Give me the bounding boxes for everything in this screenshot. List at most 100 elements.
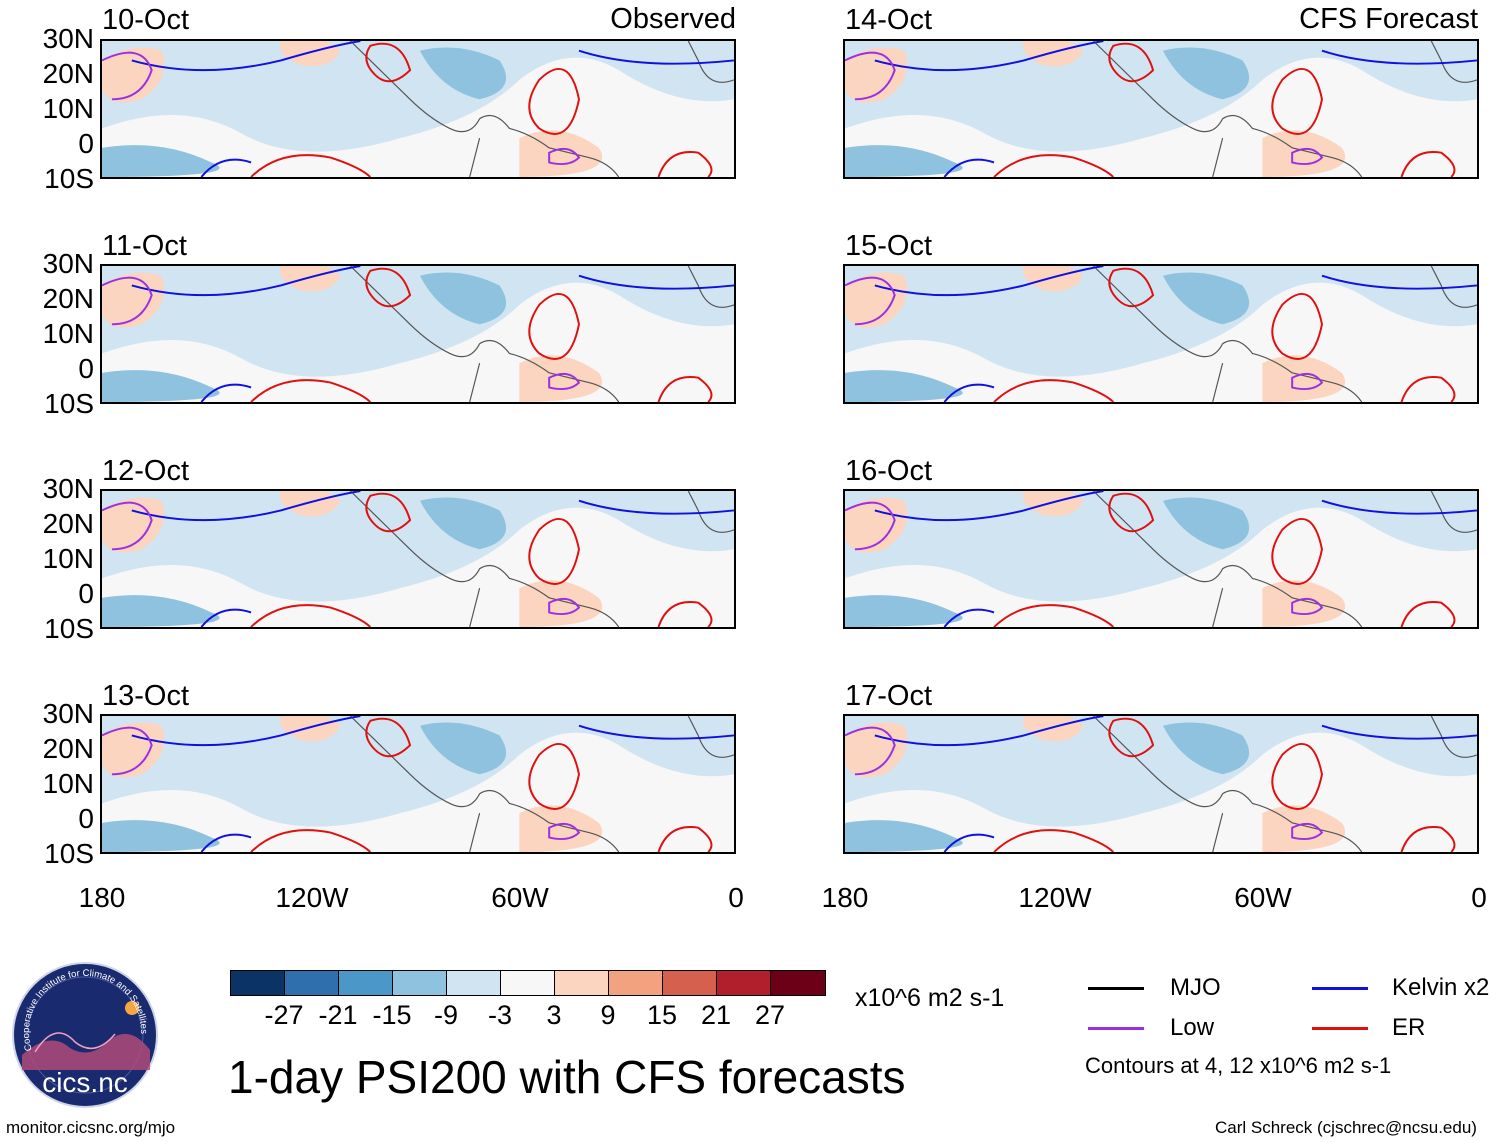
- wave-contour: [131, 716, 361, 747]
- lat-label: 30N: [42, 23, 94, 54]
- psi-anomaly-shading: [102, 370, 220, 402]
- wave-contour: [993, 829, 1115, 852]
- lon-label: 60W: [1234, 882, 1292, 913]
- wave-contour: [943, 608, 995, 627]
- wave-contour: [874, 266, 1104, 297]
- wave-contour: [1321, 499, 1477, 515]
- wave-contour: [578, 274, 734, 290]
- coastline: [1093, 41, 1477, 177]
- wave-contour: [943, 383, 995, 402]
- psi-anomaly-shading: [102, 47, 165, 103]
- psi-anomaly-shading: [280, 716, 341, 742]
- colorbar-swatch: [501, 971, 555, 995]
- legend-label-low: Low: [1170, 1014, 1215, 1041]
- wave-contour: [365, 42, 412, 83]
- coastline: [350, 266, 734, 402]
- psi-anomaly-shading: [419, 272, 507, 325]
- wave-contour: [200, 158, 252, 177]
- psi-anomaly-shading: [845, 595, 963, 627]
- wave-contour: [874, 41, 1104, 72]
- wave-contour: [943, 833, 995, 852]
- cics-logo: Cooperative Institute for Climate and Sa…: [12, 962, 158, 1108]
- psi-anomaly-shading: [102, 41, 734, 152]
- wave-contour: [1400, 376, 1456, 402]
- wave-contour: [102, 726, 153, 776]
- wave-contour: [1108, 492, 1155, 533]
- wave-contour: [1291, 147, 1324, 165]
- colorbar: [230, 970, 826, 996]
- psi-anomaly-shading: [845, 491, 1477, 602]
- wave-contour: [1291, 597, 1324, 615]
- legend-label-kelvin: Kelvin x2: [1392, 974, 1490, 1001]
- psi-anomaly-shading: [845, 716, 1477, 827]
- wave-contour: [528, 518, 580, 585]
- psi-anomaly-shading: [1162, 497, 1250, 550]
- lat-label: 10N: [42, 318, 94, 349]
- colorbar-label: -3: [487, 1000, 512, 1030]
- colorbar-swatch: [339, 971, 393, 995]
- lat-label: 10S: [44, 388, 94, 419]
- wave-contour: [993, 154, 1115, 177]
- wave-contour: [548, 147, 581, 165]
- wave-contour: [1291, 372, 1324, 390]
- lat-label: 10S: [44, 613, 94, 644]
- colorbar-label: -21: [318, 1000, 358, 1030]
- colorbar-label: -9: [433, 1000, 458, 1030]
- colorbar-swatch: [609, 971, 663, 995]
- wave-contour: [1321, 724, 1477, 740]
- wave-contour: [131, 266, 361, 297]
- psi-anomaly-shading: [1162, 272, 1250, 325]
- wave-contour: [548, 372, 581, 390]
- lat-label: 20N: [42, 508, 94, 539]
- coastline: [1093, 491, 1477, 627]
- wave-contour: [548, 822, 581, 840]
- wave-contour: [657, 151, 713, 177]
- psi-anomaly-shading: [280, 266, 341, 292]
- psi-anomaly-shading: [845, 47, 908, 103]
- coastline: [350, 716, 734, 852]
- psi-anomaly-shading: [1023, 266, 1084, 292]
- wave-contour: [657, 601, 713, 627]
- psi-anomaly-shading: [845, 41, 1477, 152]
- lat-label: 30N: [42, 698, 94, 729]
- psi-anomaly-shading: [419, 47, 507, 100]
- colorbar-swatch: [231, 971, 285, 995]
- coastline: [350, 41, 734, 177]
- colorbar-units: x10^6 m2 s-1: [855, 984, 1005, 1012]
- wave-contour: [250, 604, 372, 627]
- legend-swatch-er: [1312, 1027, 1368, 1030]
- lat-label: 20N: [42, 733, 94, 764]
- figure-title: 1-day PSI200 with CFS forecasts: [228, 1051, 906, 1103]
- lon-label: 60W: [491, 882, 549, 913]
- psi-anomaly-shading: [845, 820, 963, 852]
- panel-date: 17-Oct: [845, 680, 933, 712]
- wave-contour: [200, 833, 252, 852]
- wave-contour: [1291, 822, 1324, 840]
- wave-contour: [1271, 293, 1323, 360]
- map-panel: [843, 489, 1479, 629]
- psi-anomaly-shading: [102, 272, 165, 328]
- wave-contour: [578, 49, 734, 65]
- wave-contour: [250, 829, 372, 852]
- lon-label: 180: [78, 882, 126, 913]
- legend-label-mjo: MJO: [1170, 974, 1221, 1001]
- lat-label: 0: [78, 353, 94, 384]
- wave-contour: [365, 717, 412, 758]
- panel-date: 12-Oct: [102, 455, 190, 487]
- colorbar-swatch: [447, 971, 501, 995]
- wave-contour: [131, 41, 361, 72]
- psi-anomaly-shading: [419, 497, 507, 550]
- wave-contour: [845, 276, 896, 326]
- wave-contour: [250, 379, 372, 402]
- wave-contour: [1108, 717, 1155, 758]
- colorbar-swatch: [717, 971, 771, 995]
- wave-contour: [528, 293, 580, 360]
- footer-credit: Carl Schreck (cjschrec@ncsu.edu): [1215, 1118, 1477, 1137]
- psi-anomaly-shading: [845, 497, 908, 553]
- wave-contour: [102, 501, 153, 551]
- psi-anomaly-shading: [102, 266, 734, 377]
- wave-contour: [845, 726, 896, 776]
- lon-label: 120W: [275, 882, 349, 913]
- lat-label: 10N: [42, 93, 94, 124]
- wave-contour: [365, 267, 412, 308]
